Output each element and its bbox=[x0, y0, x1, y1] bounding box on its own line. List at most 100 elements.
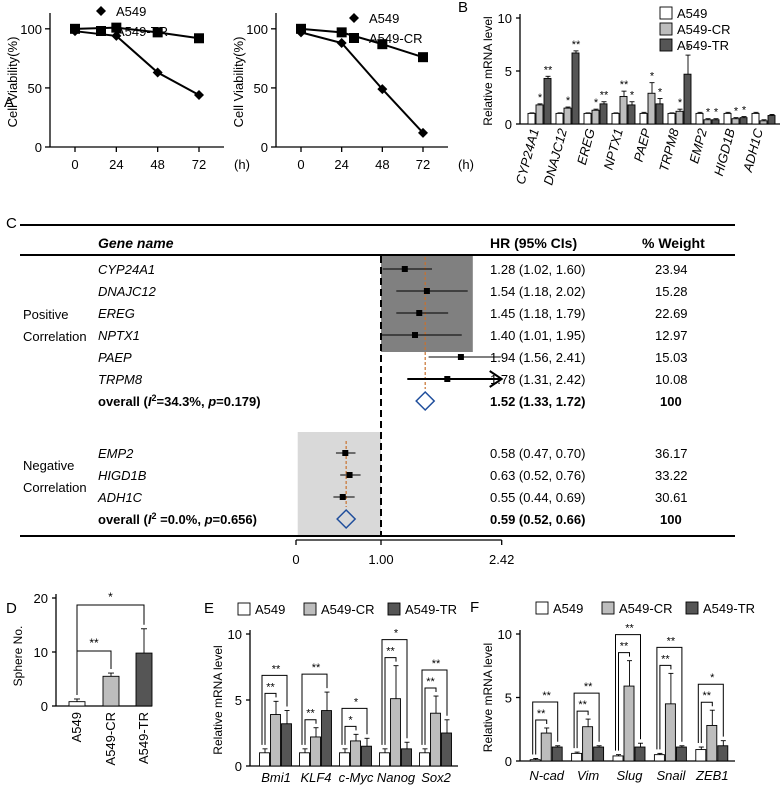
data-point bbox=[70, 23, 80, 34]
row-gene: TRPM8 bbox=[98, 372, 143, 387]
sig-label: ** bbox=[89, 636, 99, 650]
text-part: I bbox=[148, 512, 152, 527]
sig-label: * bbox=[678, 97, 683, 109]
bar-A549-CR bbox=[430, 712, 441, 767]
bar-A549-CR bbox=[706, 724, 718, 762]
bar-A549-TR bbox=[281, 723, 292, 767]
bar-A549-CR bbox=[619, 95, 628, 125]
panel-label: A bbox=[4, 94, 14, 111]
y-tick-label: 10 bbox=[498, 11, 512, 26]
sig-label: ** bbox=[661, 653, 670, 665]
data-point bbox=[194, 33, 204, 44]
x-tick-label: ADH1C bbox=[740, 126, 766, 174]
sig-bracket bbox=[659, 664, 672, 750]
data-point bbox=[111, 22, 122, 33]
hr-point bbox=[346, 472, 353, 478]
legend-label: A549-TR bbox=[405, 602, 457, 617]
bar-A549-TR bbox=[675, 746, 687, 762]
sig-bracket bbox=[421, 669, 448, 745]
sig-label: * bbox=[686, 43, 691, 55]
text-part: =34.3%, bbox=[157, 394, 209, 409]
x-tick-label: 24 bbox=[334, 157, 348, 172]
y-tick-label: 20 bbox=[34, 591, 48, 606]
sig-bracket bbox=[576, 710, 589, 749]
bar-A549 bbox=[723, 112, 732, 125]
forest-x-tick-label: 0 bbox=[292, 552, 299, 567]
overall-label: overall (I2 =0.0%, p=0.656) bbox=[98, 511, 257, 527]
x-unit-label: (h) bbox=[458, 157, 474, 172]
sig-bracket bbox=[615, 634, 641, 751]
sig-label: * bbox=[742, 105, 747, 117]
sig-bracket bbox=[344, 725, 357, 745]
row-gene: EREG bbox=[98, 306, 135, 321]
row-ci: 1.94 (1.56, 2.41) bbox=[490, 350, 585, 365]
sig-bracket bbox=[700, 701, 713, 744]
bar-A549-CR bbox=[623, 685, 635, 762]
overall-ci: 0.59 (0.52, 0.66) bbox=[490, 512, 585, 527]
bar-A549-TR bbox=[543, 77, 552, 125]
bar-A549-TR bbox=[401, 748, 412, 767]
text-part: 2 bbox=[151, 393, 156, 403]
sig-bracket bbox=[532, 701, 559, 755]
sig-bracket bbox=[76, 604, 145, 695]
bar-A549-TR bbox=[711, 119, 720, 125]
bar-A549 bbox=[339, 752, 350, 767]
text-part: p bbox=[207, 394, 216, 409]
x-tick-label: Sox2 bbox=[421, 770, 451, 785]
group-label: Correlation bbox=[23, 480, 87, 495]
sig-bracket bbox=[304, 719, 317, 745]
legend-label: A549-TR bbox=[677, 38, 729, 53]
sig-label: ** bbox=[620, 79, 629, 91]
y-axis-label: Relative mRNA level bbox=[481, 16, 495, 125]
x-tick-label: Nanog bbox=[377, 770, 416, 785]
row-weight: 15.28 bbox=[655, 284, 688, 299]
bar-A549-TR bbox=[321, 710, 332, 767]
sig-label: ** bbox=[667, 635, 676, 647]
y-axis-label: Relative mRNA level bbox=[211, 645, 225, 754]
sig-label: * bbox=[354, 696, 359, 708]
row-gene: HIGD1B bbox=[98, 468, 147, 483]
sig-bracket bbox=[697, 683, 724, 744]
legend-swatch bbox=[659, 38, 673, 52]
legend-marker bbox=[349, 13, 359, 23]
x-tick-label: c-Myc bbox=[339, 770, 374, 785]
data-point bbox=[152, 27, 163, 38]
row-ci: 0.63 (0.52, 0.76) bbox=[490, 468, 585, 483]
bar-A549-TR bbox=[767, 115, 776, 125]
panel-label: E bbox=[204, 600, 214, 617]
bar-A549-TR bbox=[571, 52, 580, 125]
bar-A549 bbox=[68, 701, 86, 707]
sig-label: ** bbox=[266, 681, 275, 693]
legend-label: A549 bbox=[255, 602, 285, 617]
y-tick-label: 5 bbox=[505, 691, 512, 706]
overall-diamond bbox=[336, 508, 357, 530]
legend-marker bbox=[96, 26, 106, 36]
sig-label: * bbox=[734, 106, 739, 118]
row-ci: 0.58 (0.47, 0.70) bbox=[490, 446, 585, 461]
bar-A549 bbox=[751, 112, 760, 125]
legend-swatch bbox=[303, 602, 317, 616]
x-tick-label: 48 bbox=[150, 157, 164, 172]
bar-A549-CR bbox=[591, 109, 600, 125]
sig-label: ** bbox=[426, 676, 435, 688]
x-tick-label: NPTX1 bbox=[601, 127, 626, 171]
bar-A549 bbox=[299, 752, 310, 767]
x-tick-label: EREG bbox=[574, 127, 598, 166]
data-point bbox=[194, 90, 204, 100]
sig-label: ** bbox=[572, 39, 581, 51]
positive-region bbox=[381, 256, 473, 351]
row-weight: 22.69 bbox=[655, 306, 688, 321]
bar-A549-CR bbox=[563, 107, 572, 125]
y-tick-label: 5 bbox=[505, 64, 512, 79]
panel-label: C bbox=[6, 215, 17, 232]
row-ci: 1.45 (1.18, 1.79) bbox=[490, 306, 585, 321]
x-tick-label: EMP2 bbox=[686, 126, 710, 165]
bar-A549 bbox=[419, 752, 430, 767]
x-tick-label: PAEP bbox=[631, 127, 654, 164]
sig-label: ** bbox=[620, 641, 629, 653]
x-tick-label: 72 bbox=[416, 157, 430, 172]
bar-A549-CR bbox=[731, 118, 740, 125]
x-tick-label: KLF4 bbox=[300, 770, 331, 785]
bar-A549-TR bbox=[683, 73, 692, 125]
sig-label: ** bbox=[578, 699, 587, 711]
